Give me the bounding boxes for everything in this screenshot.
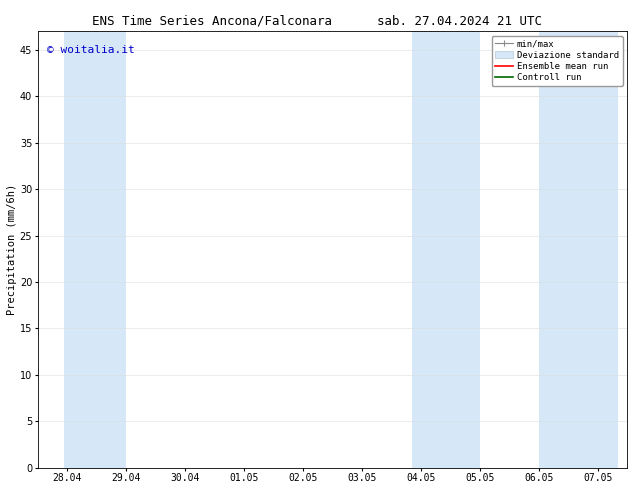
Text: ENS Time Series Ancona/Falconara      sab. 27.04.2024 21 UTC: ENS Time Series Ancona/Falconara sab. 27… (92, 15, 542, 28)
Bar (539, 31, 618, 467)
Y-axis label: Precipitation (mm/6h): Precipitation (mm/6h) (7, 184, 17, 315)
Bar (412, 31, 480, 467)
Legend: min/max, Deviazione standard, Ensemble mean run, Controll run: min/max, Deviazione standard, Ensemble m… (491, 36, 623, 86)
Bar (64, 31, 126, 467)
Text: © woitalia.it: © woitalia.it (47, 45, 134, 54)
